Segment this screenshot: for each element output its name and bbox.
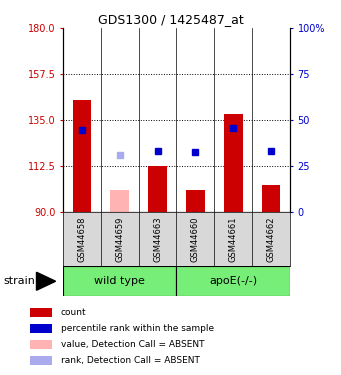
Text: GSM44660: GSM44660 [191,216,200,262]
Text: percentile rank within the sample: percentile rank within the sample [61,324,214,333]
Text: GSM44659: GSM44659 [115,216,124,262]
Bar [262,185,280,212]
Text: GSM44663: GSM44663 [153,216,162,262]
Text: wild type: wild type [94,276,145,286]
Bar [30,340,52,349]
Bar [30,356,52,365]
Bar [73,100,91,212]
Bar [30,308,52,317]
Text: apoE(-/-): apoE(-/-) [209,276,257,286]
Text: count: count [61,308,87,317]
Text: GSM44661: GSM44661 [229,216,238,262]
Bar [30,324,52,333]
Text: value, Detection Call = ABSENT: value, Detection Call = ABSENT [61,340,205,349]
Text: GDS1300 / 1425487_at: GDS1300 / 1425487_at [98,13,243,26]
Bar [148,166,167,212]
Bar [186,190,205,212]
Bar [224,114,242,212]
Text: strain: strain [3,276,35,286]
Bar [110,190,129,212]
Text: rank, Detection Call = ABSENT: rank, Detection Call = ABSENT [61,356,200,365]
Bar [177,266,290,296]
Polygon shape [36,272,56,290]
Text: GSM44658: GSM44658 [77,216,87,262]
Bar [63,266,177,296]
Text: GSM44662: GSM44662 [266,216,276,262]
